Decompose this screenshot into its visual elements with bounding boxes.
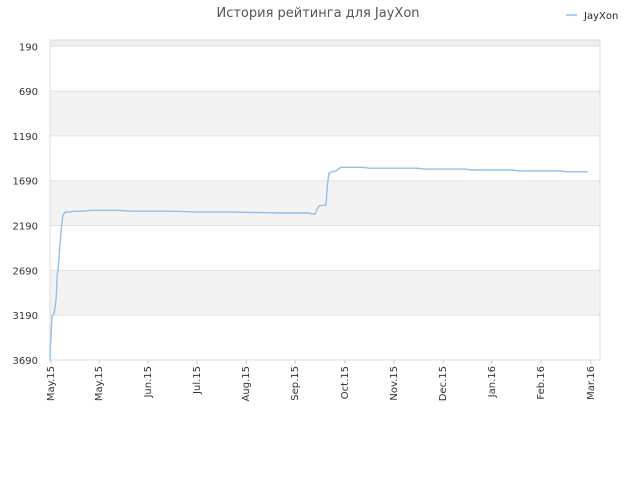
data-point	[63, 213, 65, 215]
x-tick-label: Jul.15	[192, 366, 203, 395]
data-point	[65, 211, 67, 213]
x-tick-label: Sep.15	[290, 366, 301, 401]
data-point	[325, 204, 327, 206]
data-point	[559, 170, 561, 172]
data-point	[50, 336, 52, 338]
y-tick-label: 690	[19, 87, 38, 98]
data-point	[117, 209, 119, 211]
data-point	[328, 173, 330, 175]
legend-label-jayxon: JayXon	[583, 11, 618, 22]
data-point	[280, 212, 282, 214]
data-point	[52, 313, 55, 315]
data-point	[330, 171, 333, 173]
legend: JayXon	[566, 11, 618, 22]
data-point	[53, 311, 56, 313]
x-tick-label: Jan.16	[487, 366, 498, 398]
series-group	[49, 166, 588, 361]
y-tick-label: 2690	[13, 266, 38, 277]
x-tick-label: May.15	[46, 366, 57, 401]
data-point	[318, 205, 320, 207]
x-tick-label: Aug.15	[241, 366, 252, 401]
data-point	[57, 268, 59, 270]
x-tick-label: May.15	[94, 366, 105, 401]
data-point	[49, 345, 51, 347]
background-band	[50, 225, 600, 271]
data-point	[56, 276, 58, 278]
data-point	[51, 315, 53, 317]
data-point	[54, 306, 56, 308]
data-point	[362, 166, 364, 168]
x-axis-ticks: May.15 May.15 Jun.15 Jul.15 Aug.15 Sep.15 Oct.…	[46, 360, 597, 401]
data-point	[326, 184, 328, 186]
data-point	[131, 210, 133, 212]
data-point	[471, 169, 473, 171]
data-point	[58, 254, 60, 256]
data-point	[55, 297, 57, 299]
x-tick-label: Oct.15	[340, 366, 351, 399]
data-point	[171, 210, 173, 212]
data-point	[464, 168, 466, 170]
background-band	[50, 40, 600, 47]
gridlines	[50, 45, 600, 361]
data-point	[233, 211, 235, 213]
x-tick-label: Dec.15	[438, 366, 449, 401]
data-point	[69, 211, 71, 213]
data-point	[49, 359, 51, 361]
chart-title: История рейтинга для JayXon	[216, 6, 419, 21]
data-point	[317, 207, 319, 209]
data-point	[586, 171, 588, 173]
data-point	[416, 167, 418, 169]
x-tick-label: Jun.15	[143, 366, 154, 399]
y-tick-label: 1690	[13, 177, 38, 188]
background-band	[50, 270, 600, 316]
plot-border	[49, 39, 601, 361]
data-point	[518, 170, 520, 172]
data-point	[83, 210, 85, 212]
x-tick-label: Nov.15	[389, 366, 400, 401]
data-point	[423, 168, 425, 170]
data-point	[59, 237, 62, 239]
background-band	[50, 315, 600, 360]
data-point	[73, 210, 75, 212]
data-point	[335, 170, 337, 172]
y-tick-label: 2190	[13, 222, 38, 233]
data-point	[311, 213, 313, 215]
data-point	[56, 285, 58, 287]
y-tick-label: 1190	[13, 132, 38, 143]
data-point	[338, 168, 340, 170]
plot-background-bands	[50, 40, 600, 360]
data-point	[90, 209, 92, 211]
y-tick-label: 3190	[13, 311, 38, 322]
x-tick-label: Mar.16	[586, 366, 597, 400]
y-tick-label: 3690	[13, 356, 38, 367]
x-tick-label: Feb.16	[536, 366, 547, 400]
y-tick-label: 190	[19, 42, 38, 53]
data-point	[511, 169, 513, 171]
data-point	[199, 211, 201, 213]
data-point	[566, 171, 568, 173]
y-axis-ticks: 190 690 1190 1690 2190 2690 3190 3690	[13, 42, 38, 367]
data-point	[339, 166, 341, 168]
data-point	[62, 216, 64, 219]
background-band	[50, 46, 600, 92]
background-band	[50, 135, 600, 181]
background-band	[50, 91, 600, 136]
data-point	[369, 167, 371, 169]
data-point	[61, 224, 63, 227]
data-point	[307, 212, 309, 214]
background-band	[50, 180, 600, 226]
data-point	[337, 168, 339, 170]
data-point	[314, 213, 316, 215]
